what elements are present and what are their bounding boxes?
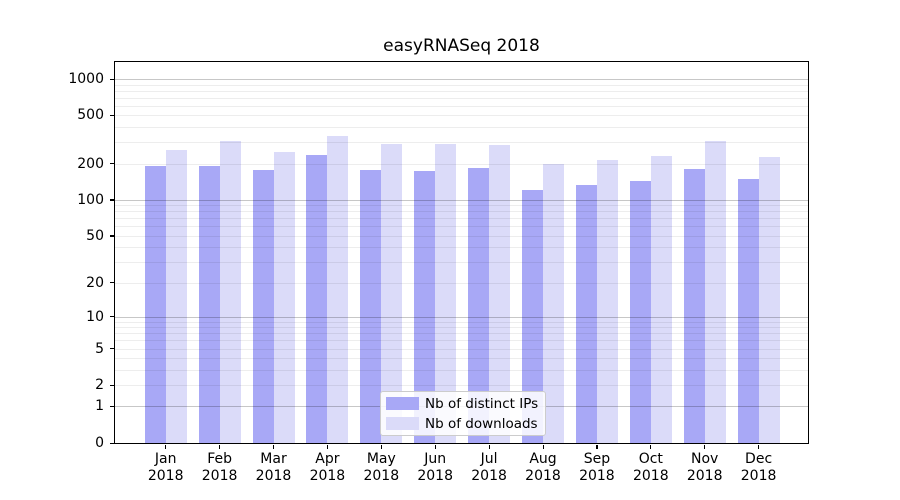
y-tick-mark [110,442,114,444]
bar-nb-of-downloads-apr [327,136,349,443]
y-tick-label-20: 20 [86,274,104,291]
y-tick-label-1: 1 [95,398,104,415]
x-tick-mark [380,445,382,449]
x-tick-mark [542,445,544,449]
x-tick-mark [650,445,652,449]
legend-swatch-downloads [386,417,419,430]
legend-item-downloads: Nb of downloads [386,416,541,432]
y-tick-mark [110,384,114,386]
y-tick-label-200: 200 [77,155,104,172]
chart-title: easyRNASeq 2018 [383,36,540,56]
legend: Nb of distinct IPs Nb of downloads [380,391,546,436]
y-tick-mark [110,235,114,237]
y-tick-label-1000: 1000 [68,71,104,87]
x-tick-label-nov: Nov 2018 [686,451,723,484]
bar-nb-of-downloads-oct [650,156,672,443]
bar-nb-of-distinct-ips-apr [306,155,328,443]
bar-nb-of-distinct-ips-dec [737,178,759,443]
y-tick-mark [110,405,114,408]
x-tick-label-oct: Oct 2018 [632,451,669,484]
bar-nb-of-downloads-aug [543,163,564,443]
bars-layer [115,62,808,443]
bar-nb-of-distinct-ips-oct [629,181,651,443]
bar-nb-of-downloads-dec [758,157,780,443]
x-tick-label-feb: Feb 2018 [201,451,238,484]
y-tick-mark [110,114,114,117]
legend-swatch-distinct-ips [386,397,419,410]
y-tick-mark [110,199,114,201]
x-tick-label-jun: Jun 2018 [417,451,453,484]
x-tick-mark [326,445,329,449]
x-tick-mark [273,445,275,449]
bar-nb-of-distinct-ips-aug [522,190,543,443]
y-tick-mark [110,282,114,284]
x-tick-label-jul: Jul 2018 [471,451,507,484]
x-tick-label-aug: Aug 2018 [525,451,561,484]
bar-nb-of-downloads-may [381,143,403,443]
x-tick-mark [704,445,706,449]
x-tick-label-sep: Sep 2018 [579,451,615,484]
x-tick-mark [596,445,598,449]
bar-nb-of-downloads-nov [704,141,726,443]
bar-nb-of-downloads-sep [596,160,618,443]
bar-nb-of-distinct-ips-nov [683,169,705,443]
bar-nb-of-downloads-jan [165,150,187,443]
y-tick-mark [110,348,114,350]
y-tick-label-100: 100 [77,191,104,208]
y-tick-label-5: 5 [95,340,104,357]
y-tick-label-10: 10 [86,308,104,325]
legend-item-distinct-ips: Nb of distinct IPs [386,396,541,412]
y-tick-mark [110,78,114,80]
y-tick-mark [110,163,114,165]
x-tick-label-mar: Mar 2018 [255,451,292,484]
bar-nb-of-distinct-ips-jan [144,166,166,443]
y-tick-label-2: 2 [95,377,104,394]
x-tick-mark [488,445,490,449]
x-tick-mark [758,445,760,449]
y-tick-label-50: 50 [86,227,104,244]
bar-nb-of-distinct-ips-jun [414,170,436,443]
x-tick-label-jan: Jan 2018 [147,451,184,484]
x-tick-label-may: May 2018 [363,451,400,484]
x-tick-mark [434,445,436,449]
y-tick-label-0: 0 [95,435,104,451]
bar-nb-of-downloads-feb [219,141,241,443]
bar-nb-of-downloads-jun [435,143,457,443]
bar-nb-of-distinct-ips-jul [468,167,490,443]
legend-label-distinct-ips: Nb of distinct IPs [425,395,539,412]
plot-area: Nb of distinct IPs Nb of downloads [114,61,809,444]
bar-nb-of-distinct-ips-sep [575,185,597,443]
bar-nb-of-distinct-ips-mar [252,169,274,443]
bar-nb-of-distinct-ips-feb [198,166,220,443]
x-tick-mark [219,445,221,449]
x-tick-mark [165,445,167,449]
bar-nb-of-downloads-jul [489,144,511,443]
bar-nb-of-downloads-mar [273,152,295,443]
y-tick-mark [110,316,114,318]
legend-label-downloads: Nb of downloads [425,415,538,432]
x-tick-label-dec: Dec 2018 [740,451,777,484]
x-tick-label-apr: Apr 2018 [309,451,346,484]
y-tick-label-500: 500 [77,107,104,124]
bar-nb-of-distinct-ips-may [360,169,382,443]
